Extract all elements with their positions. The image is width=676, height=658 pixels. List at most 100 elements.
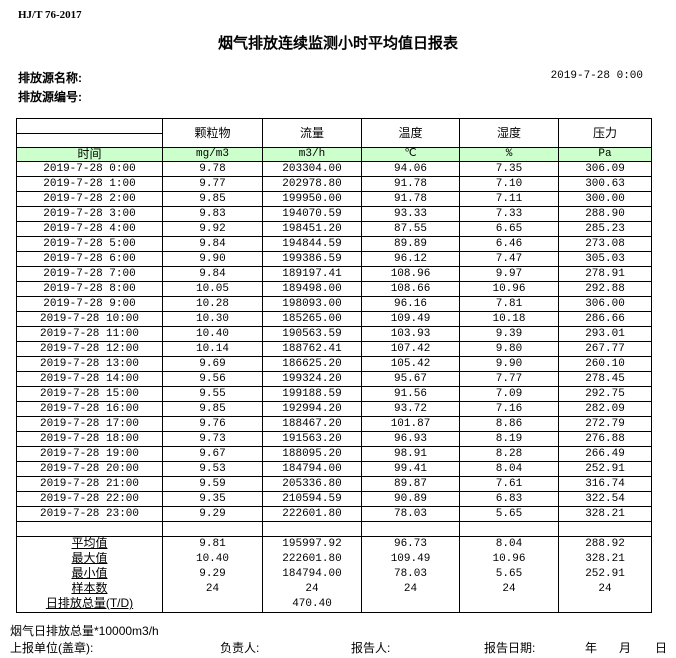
value-cell: 9.76 bbox=[162, 416, 263, 432]
value-cell: 10.40 bbox=[162, 552, 263, 567]
value-cell: 285.23 bbox=[558, 221, 652, 237]
value-cell: 328.21 bbox=[558, 506, 652, 522]
unit-row: 时间 mg/m3 m3/h ℃ % Pa bbox=[16, 147, 652, 162]
table-row: 2019-7-28 18:00 9.73 191563.20 96.93 8.19 276… bbox=[16, 431, 652, 447]
value-cell: 9.83 bbox=[162, 206, 263, 222]
value-cell: 6.46 bbox=[459, 236, 559, 252]
value-cell: 6.65 bbox=[459, 221, 559, 237]
value-cell: 306.09 bbox=[558, 161, 652, 177]
value-cell: 260.10 bbox=[558, 356, 652, 372]
value-cell: 7.10 bbox=[459, 176, 559, 192]
value-cell: 188467.20 bbox=[262, 416, 362, 432]
value-cell: 252.91 bbox=[558, 461, 652, 477]
reporter-label: 报告人: bbox=[351, 641, 391, 655]
table-row: 2019-7-28 10:00 10.30 185265.00 109.49 10.18… bbox=[16, 311, 652, 327]
value-cell: 8.04 bbox=[459, 536, 559, 552]
value-cell bbox=[262, 521, 362, 537]
value-cell: 98.91 bbox=[361, 446, 460, 462]
value-cell: 184794.00 bbox=[262, 461, 362, 477]
table-row: 2019-7-28 11:00 10.40 190563.59 103.93 9.39 2… bbox=[16, 326, 652, 342]
row-label: 2019-7-28 15:00 bbox=[16, 386, 163, 402]
value-cell: 267.77 bbox=[558, 341, 652, 357]
value-cell bbox=[459, 597, 559, 613]
row-label: 2019-7-28 17:00 bbox=[16, 416, 163, 432]
value-cell: 266.49 bbox=[558, 446, 652, 462]
table-row: 2019-7-28 1:00 9.77 202978.80 91.78 7.10 300.… bbox=[16, 176, 652, 192]
value-cell: 101.87 bbox=[361, 416, 460, 432]
value-cell: 194844.59 bbox=[262, 236, 362, 252]
value-cell: 10.96 bbox=[459, 552, 559, 567]
value-cell: 195997.92 bbox=[262, 536, 362, 552]
summary-label: 最小值 bbox=[71, 567, 108, 580]
value-cell: 99.41 bbox=[361, 461, 460, 477]
value-cell: 7.81 bbox=[459, 296, 559, 312]
value-cell: 94.06 bbox=[361, 161, 460, 177]
value-cell: 91.56 bbox=[361, 386, 460, 402]
value-cell bbox=[361, 597, 460, 613]
value-cell: 278.91 bbox=[558, 266, 652, 282]
table-row: 2019-7-28 7:00 9.84 189197.41 108.96 9.97 278… bbox=[16, 266, 652, 282]
month-label: 月 bbox=[619, 641, 632, 655]
value-cell: 9.80 bbox=[459, 341, 559, 357]
value-cell: 108.96 bbox=[361, 266, 460, 282]
value-cell: 109.49 bbox=[361, 311, 460, 327]
row-label: 2019-7-28 18:00 bbox=[16, 431, 163, 447]
year-label: 年 bbox=[585, 641, 598, 655]
value-cell: 5.65 bbox=[459, 506, 559, 522]
value-cell: 192994.20 bbox=[262, 401, 362, 417]
value-cell: 205336.80 bbox=[262, 476, 362, 492]
table-row: 2019-7-28 23:00 9.29 222601.80 78.03 5.65 328… bbox=[16, 506, 652, 522]
summary-row: 样本数 24 24 24 24 24 bbox=[16, 582, 652, 597]
value-cell: 7.11 bbox=[459, 191, 559, 207]
value-cell: 5.65 bbox=[459, 567, 559, 582]
value-cell: 9.85 bbox=[162, 401, 263, 417]
value-cell: 7.16 bbox=[459, 401, 559, 417]
row-label bbox=[16, 521, 163, 537]
value-cell: 199324.20 bbox=[262, 371, 362, 387]
summary-label: 样本数 bbox=[71, 582, 108, 595]
value-cell: 9.39 bbox=[459, 326, 559, 342]
reporting-unit-label: 上报单位(盖章): bbox=[10, 641, 94, 655]
report-date-label: 报告日期: bbox=[484, 641, 536, 655]
value-cell: 89.87 bbox=[361, 476, 460, 492]
value-cell bbox=[558, 597, 652, 613]
summary-row: 最小值 9.29 184794.00 78.03 5.65 252.91 bbox=[16, 567, 652, 582]
value-cell: 300.63 bbox=[558, 176, 652, 192]
value-cell: 222601.80 bbox=[262, 506, 362, 522]
row-label: 2019-7-28 10:00 bbox=[16, 311, 163, 327]
value-cell: 278.45 bbox=[558, 371, 652, 387]
value-cell bbox=[162, 521, 263, 537]
footer-note: 烟气日排放总量*10000m3/h bbox=[10, 624, 159, 638]
unit-cell: ℃ bbox=[361, 147, 460, 162]
value-cell: 24 bbox=[459, 582, 559, 597]
row-label: 样本数 bbox=[16, 582, 163, 597]
report-time: 2019-7-28 0:00 bbox=[550, 70, 643, 82]
value-cell: 9.56 bbox=[162, 371, 263, 387]
value-cell: 24 bbox=[558, 582, 652, 597]
value-cell: 9.84 bbox=[162, 236, 263, 252]
row-label: 2019-7-28 5:00 bbox=[16, 236, 163, 252]
value-cell: 293.01 bbox=[558, 326, 652, 342]
value-cell: 188095.20 bbox=[262, 446, 362, 462]
header-temperature: 温度 bbox=[361, 118, 460, 148]
value-cell: 9.90 bbox=[162, 251, 263, 267]
value-cell: 9.97 bbox=[459, 266, 559, 282]
value-cell: 95.67 bbox=[361, 371, 460, 387]
header-humidity: 湿度 bbox=[459, 118, 559, 148]
value-cell: 8.19 bbox=[459, 431, 559, 447]
value-cell: 186625.20 bbox=[262, 356, 362, 372]
header-row: 颗粒物 流量 温度 湿度 压力 bbox=[16, 118, 652, 148]
value-cell: 109.49 bbox=[361, 552, 460, 567]
value-cell: 198451.20 bbox=[262, 221, 362, 237]
row-label: 2019-7-28 9:00 bbox=[16, 296, 163, 312]
value-cell: 300.00 bbox=[558, 191, 652, 207]
value-cell: 24 bbox=[262, 582, 362, 597]
table-row: 2019-7-28 2:00 9.85 199950.00 91.78 7.11 300.… bbox=[16, 191, 652, 207]
row-label: 2019-7-28 6:00 bbox=[16, 251, 163, 267]
value-cell: 10.05 bbox=[162, 281, 263, 297]
row-label: 2019-7-28 20:00 bbox=[16, 461, 163, 477]
value-cell: 9.35 bbox=[162, 491, 263, 507]
value-cell: 10.18 bbox=[459, 311, 559, 327]
value-cell: 9.84 bbox=[162, 266, 263, 282]
table-row: 2019-7-28 20:00 9.53 184794.00 99.41 8.04 252… bbox=[16, 461, 652, 477]
